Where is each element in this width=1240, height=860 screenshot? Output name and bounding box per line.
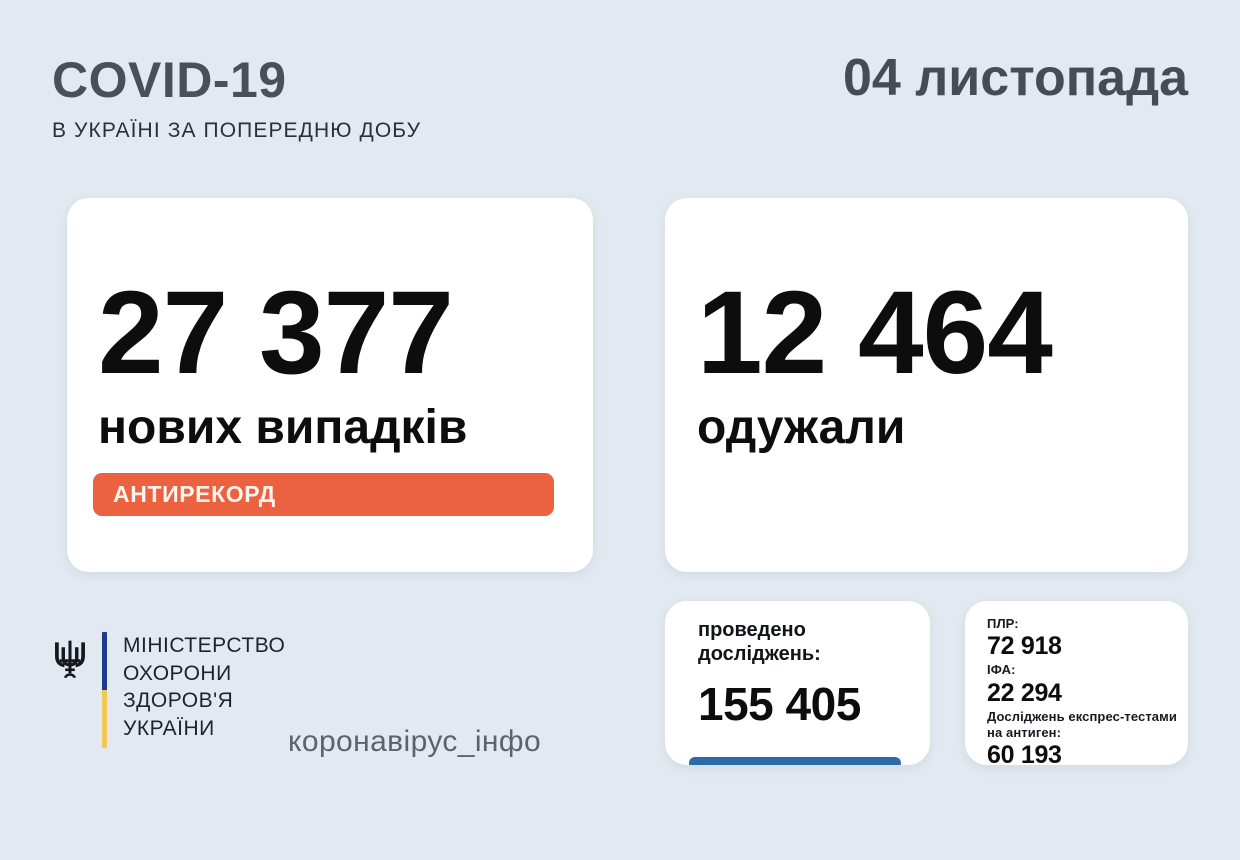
status-badge-label: АНТИРЕКОРД (113, 481, 276, 507)
card-recovered: 12 464 одужали (665, 198, 1188, 572)
card-tests-performed: проведено досліджень: 155 405 (665, 601, 930, 765)
ministry-line-2: ОХОРОНИ (123, 661, 232, 685)
breakdown-label-elisa: ІФА: (987, 662, 1016, 678)
breakdown-item: ІФА: 22 294 (987, 662, 1188, 706)
breakdown-label-pcr: ПЛР: (987, 616, 1019, 631)
ukraine-flag-divider (102, 632, 107, 748)
card-tests-breakdown: ПЛР: 72 918 ІФА: 22 294 Досліджень експр… (965, 601, 1188, 769)
tests-label-line-1: проведено (698, 619, 806, 641)
ministry-logo-block: МІНІСТЕРСТВО ОХОРОНИ ЗДОРОВ'Я УКРАЇНИ (52, 632, 285, 748)
recovered-caption: одужали (697, 401, 906, 454)
tests-performed-label: проведено досліджень: (698, 618, 821, 667)
site-handle: коронавірус_інфо (288, 725, 542, 758)
ministry-line-3: ЗДОРОВ'Я (123, 689, 234, 713)
tests-performed-number: 155 405 (698, 678, 861, 730)
header-left-block: COVID-19 В УКРАЇНІ ЗА ПОПЕРЕДНЮ ДОБУ (52, 55, 421, 142)
page-subtitle: В УКРАЇНІ ЗА ПОПЕРЕДНЮ ДОБУ (52, 119, 422, 142)
ukraine-trident-icon (55, 640, 85, 678)
tests-label-line-2: досліджень: (698, 643, 821, 666)
breakdown-value-pcr: 72 918 (987, 632, 1062, 661)
ministry-line-4: УКРАЇНИ (123, 717, 215, 741)
breakdown-value-antigen: 60 193 (987, 741, 1062, 769)
status-badge-antirecord: АНТИРЕКОРД (93, 473, 554, 516)
recovered-number: 12 464 (697, 267, 1053, 399)
ministry-line-1: МІНІСТЕРСТВО (123, 634, 286, 657)
breakdown-label-antigen: Досліджень експрес-тестами на антиген: (987, 708, 1177, 740)
tests-progress-bar (689, 757, 901, 765)
new-cases-caption: нових випадків (98, 401, 468, 454)
card-new-cases: 27 377 нових випадків АНТИРЕКОРД (67, 198, 593, 572)
breakdown-item: ПЛР: 72 918 (987, 616, 1188, 660)
report-date: 04 листопада (842, 49, 1188, 107)
ministry-name: МІНІСТЕРСТВО ОХОРОНИ ЗДОРОВ'Я УКРАЇНИ (123, 632, 285, 743)
breakdown-item: Досліджень експрес-тестами на антиген: 6… (987, 709, 1188, 770)
page-title: COVID-19 (52, 52, 287, 108)
new-cases-number: 27 377 (98, 267, 454, 399)
breakdown-value-elisa: 22 294 (987, 678, 1062, 707)
